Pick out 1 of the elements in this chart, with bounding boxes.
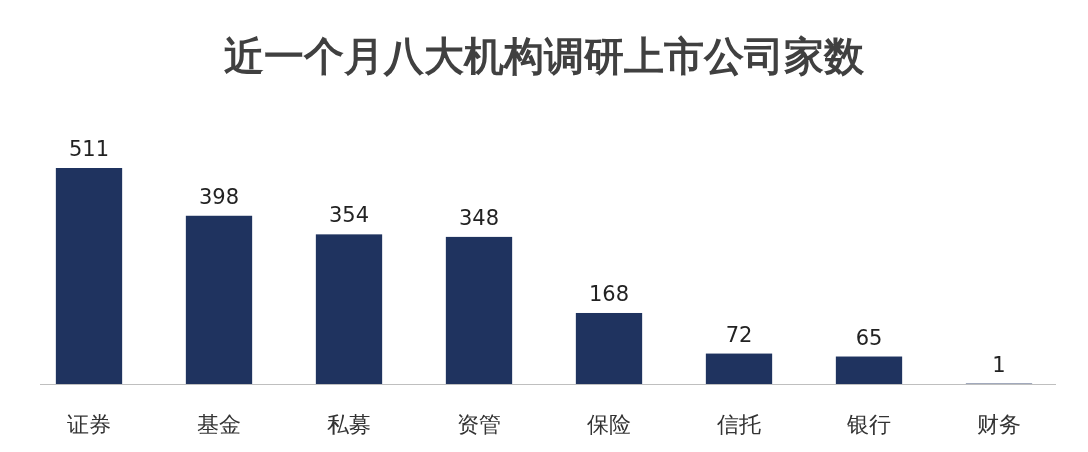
title: 近一个月八大机构调研上市公司家数 bbox=[224, 33, 864, 79]
